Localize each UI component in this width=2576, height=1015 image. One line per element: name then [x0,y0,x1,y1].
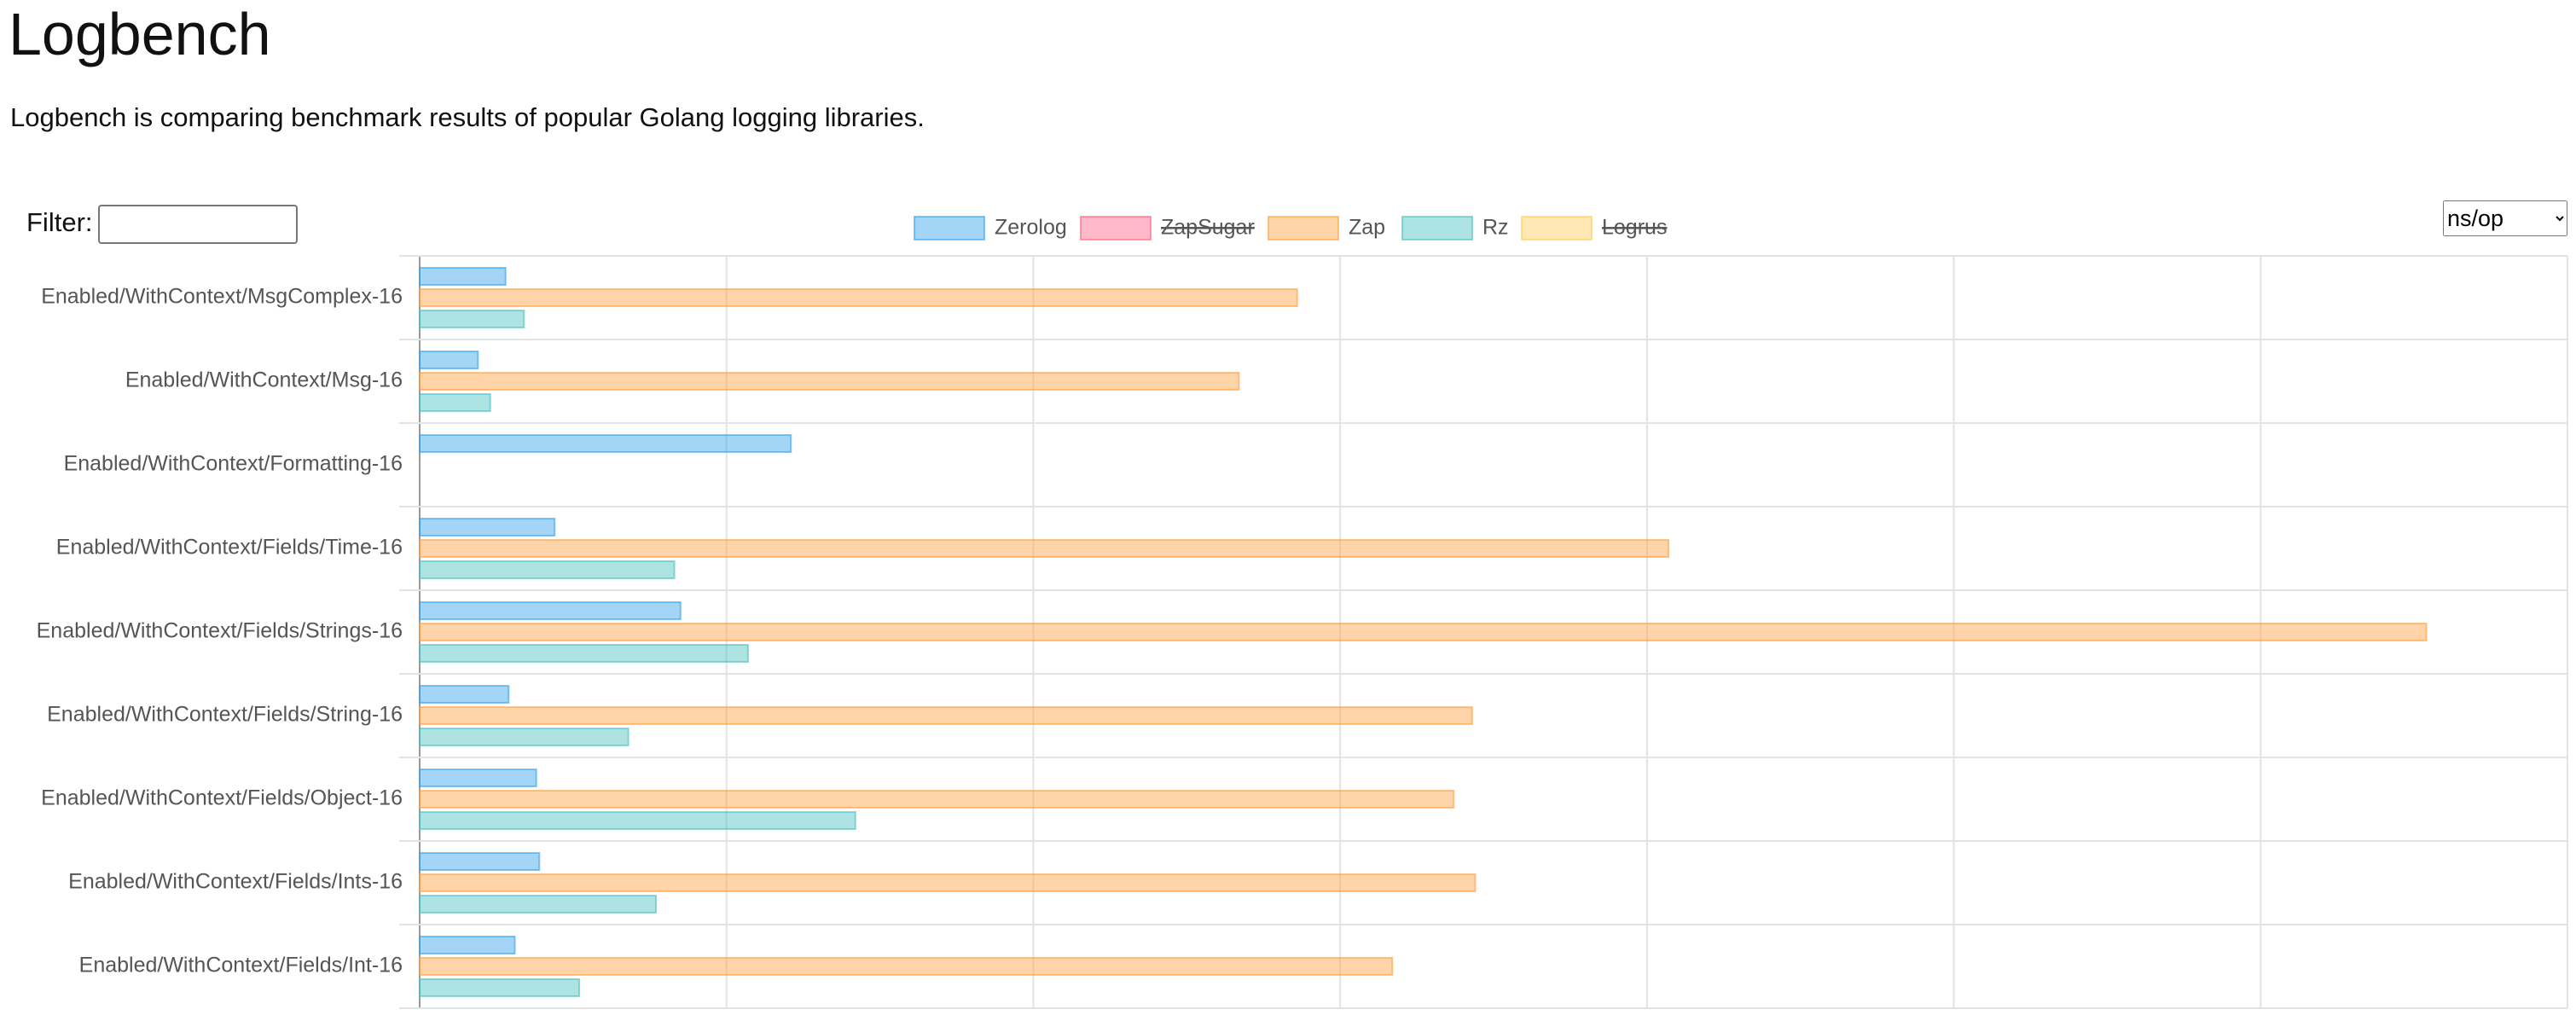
bar [419,685,510,704]
y-tick-label: Enabled/WithContext/Fields/Object-16 [41,786,403,810]
bar [419,728,629,746]
bar [419,623,2428,641]
bar [419,518,556,536]
bar [419,267,507,286]
bar [419,601,682,620]
filter: Filter: [26,205,298,244]
legend-swatch [1268,216,1339,241]
bar [419,978,581,997]
bar [419,811,856,830]
y-tick-label: Enabled/WithContext/Fields/Time-16 [56,536,403,560]
bar [419,539,1670,558]
y-tick-label: Enabled/WithContext/Fields/Int-16 [79,954,403,977]
legend-swatch [1080,216,1152,241]
page-description: Logbench is comparing benchmark results … [10,102,925,132]
page-title: Logbench [9,1,271,67]
y-tick-label: Enabled/WithContext/MsgComplex-16 [41,285,403,309]
legend-swatch [1401,216,1473,241]
legend-label[interactable]: Zap [1349,216,1385,240]
bar [419,434,792,453]
bar [419,560,676,579]
filter-input[interactable] [97,205,298,244]
legend-label[interactable]: Logrus [1602,216,1667,240]
y-tick-label: Enabled/WithContext/Formatting-16 [64,452,403,476]
bar [419,644,749,663]
y-tick-label: Enabled/WithContext/Fields/Strings-16 [37,619,403,643]
bar [419,393,491,412]
legend-swatch [1521,216,1593,241]
legend-label[interactable]: Zerolog [995,216,1067,240]
y-tick-label: Enabled/WithContext/Fields/String-16 [47,703,403,727]
y-tick-label: Enabled/WithContext/Msg-16 [125,368,403,392]
bar [419,873,1477,892]
unit-select[interactable]: ns/op [2443,200,2567,236]
bar [419,768,537,787]
bar [419,310,525,328]
bar [419,351,479,369]
bar [419,895,657,914]
bar [419,288,1298,307]
bar [419,372,1240,391]
legend-label[interactable]: Rz [1482,216,1509,240]
legend-swatch [914,216,985,241]
bar [419,957,1394,976]
bar [419,936,516,954]
bar [419,706,1473,725]
filter-label: Filter: [26,207,93,238]
y-tick-label: Enabled/WithContext/Fields/Ints-16 [68,870,403,894]
legend-label[interactable]: ZapSugar [1161,216,1255,240]
bar [419,852,541,871]
bar [419,790,1455,809]
